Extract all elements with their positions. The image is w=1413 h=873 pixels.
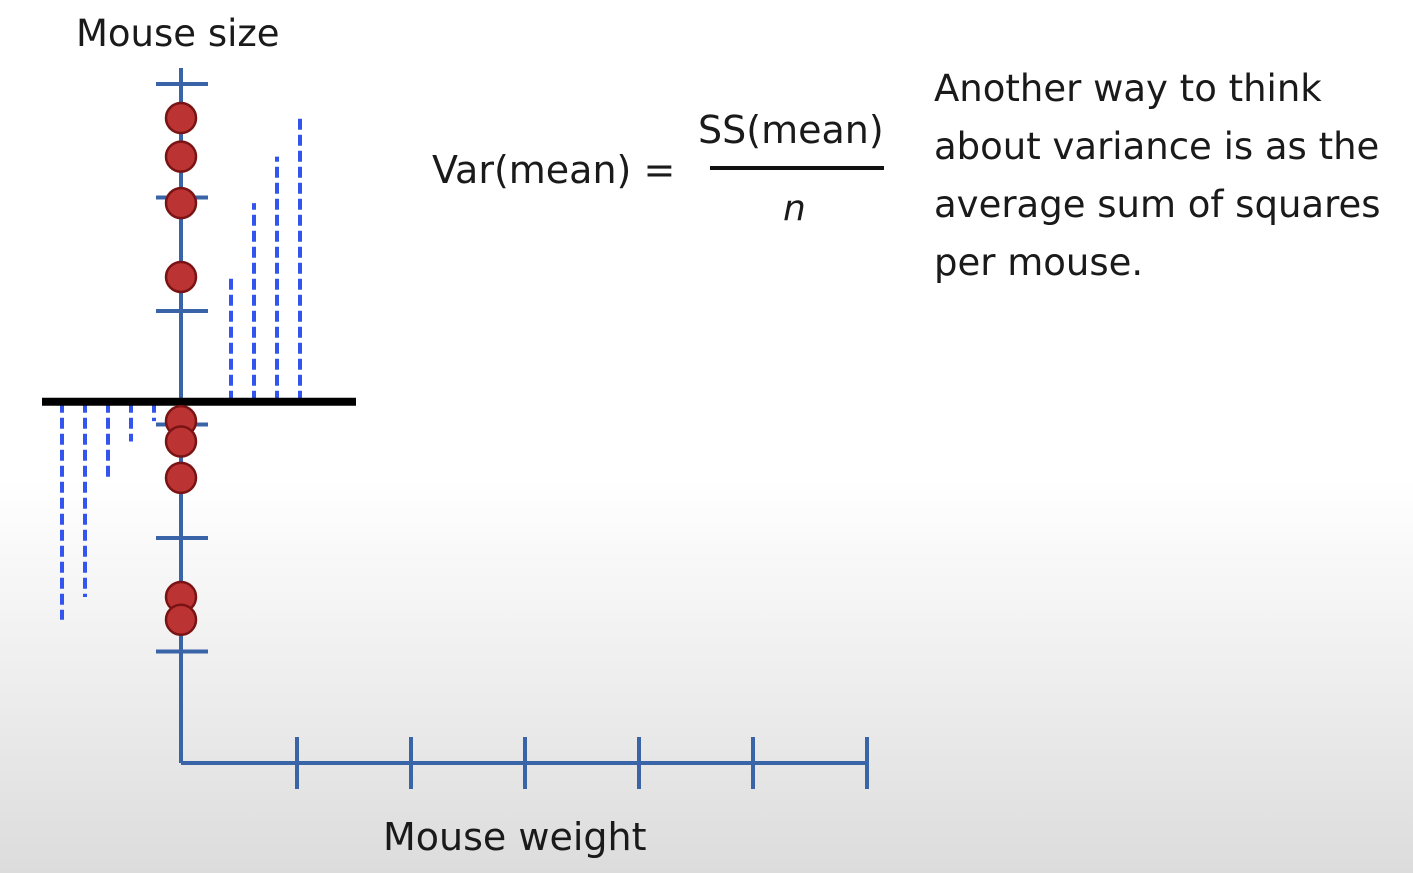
data-point (164, 186, 198, 220)
explanation-text: Another way to think about variance is a… (934, 67, 1381, 284)
data-point (164, 603, 198, 636)
data-points (164, 101, 198, 636)
formula-numerator: SS(mean) (698, 108, 884, 152)
formula-denominator: n (783, 188, 806, 229)
data-point (164, 425, 198, 458)
y-axis-label: Mouse size (76, 12, 280, 55)
data-point (164, 461, 198, 495)
x-axis-label: Mouse weight (383, 815, 647, 859)
data-point (164, 260, 198, 294)
residual-lines (60, 118, 302, 620)
formula-lhs: Var(mean) = (432, 148, 676, 192)
data-point (164, 140, 198, 173)
fraction-bar (710, 166, 884, 170)
data-point (164, 101, 198, 135)
